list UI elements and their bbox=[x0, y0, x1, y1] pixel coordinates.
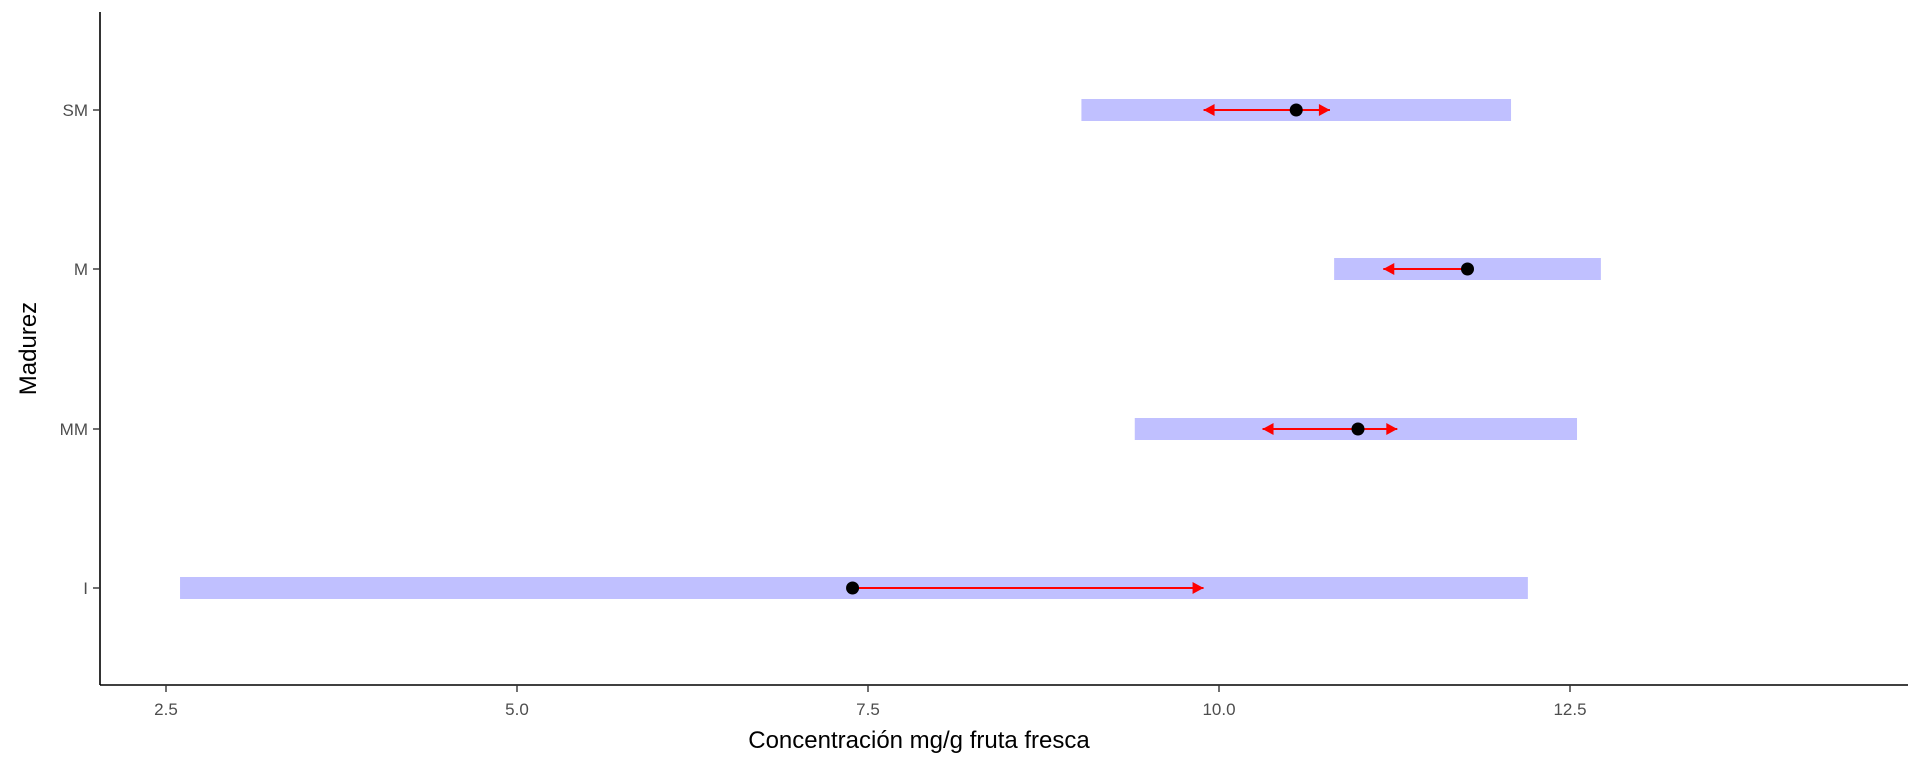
y-tick-label: I bbox=[83, 579, 88, 598]
arrow-head bbox=[1386, 423, 1398, 435]
point bbox=[1289, 103, 1303, 117]
x-tick-label: 5.0 bbox=[505, 700, 529, 719]
x-tick-label: 2.5 bbox=[154, 700, 178, 719]
x-tick-label: 7.5 bbox=[856, 700, 880, 719]
x-tick-label: 10.0 bbox=[1202, 700, 1235, 719]
arrow-head bbox=[1318, 104, 1330, 116]
x-tick-label: 12.5 bbox=[1553, 700, 1586, 719]
x-axis-ticks: 2.5 5.0 7.5 10.0 12.5 bbox=[154, 685, 1587, 719]
point bbox=[846, 581, 860, 595]
arrow-head bbox=[1192, 582, 1204, 594]
x-axis-title: Concentración mg/g fruta fresca bbox=[748, 727, 1090, 754]
arrow-head bbox=[1383, 263, 1395, 275]
point bbox=[1461, 262, 1475, 276]
y-tick-label: MM bbox=[60, 420, 88, 439]
arrow-head bbox=[1262, 423, 1274, 435]
points bbox=[846, 103, 1475, 595]
arrows bbox=[852, 104, 1468, 594]
y-tick-label: M bbox=[74, 260, 88, 279]
y-axis-title: Madurez bbox=[15, 302, 42, 395]
point bbox=[1351, 422, 1365, 436]
y-tick-label: SM bbox=[63, 101, 89, 120]
arrow-head bbox=[1203, 104, 1215, 116]
